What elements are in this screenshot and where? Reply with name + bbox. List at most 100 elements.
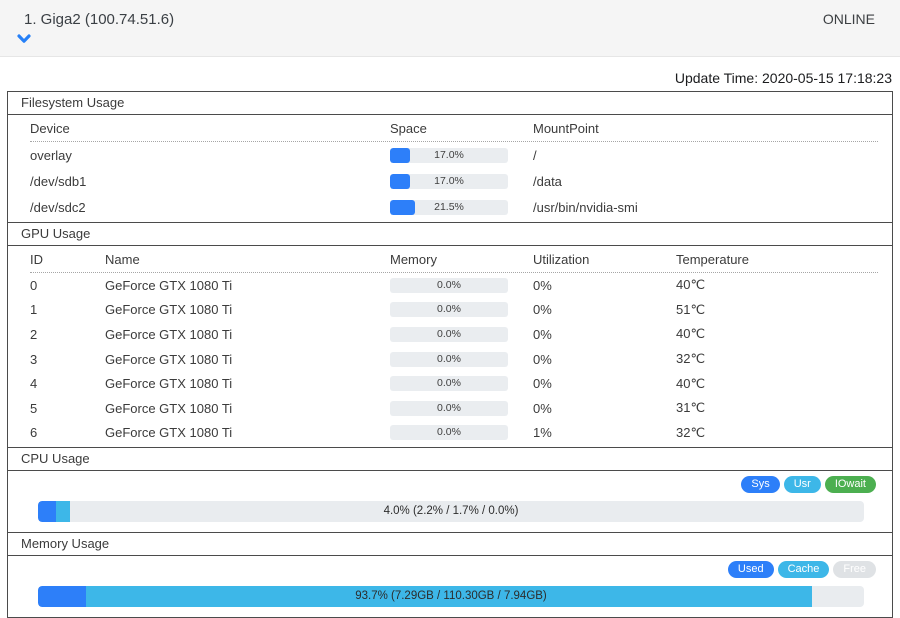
- gpu-table-header: ID Name Memory Utilization Temperature: [30, 246, 878, 273]
- device-cell: /dev/sdb1: [30, 174, 390, 189]
- gpu-table: ID Name Memory Utilization Temperature 0…: [30, 246, 878, 445]
- gpu-utilization-cell: 0%: [533, 302, 676, 317]
- memory-usage-bar: 0.0%: [390, 327, 508, 342]
- gpu-temperature-cell: 40℃: [676, 376, 878, 392]
- gpu-id-cell: 2: [30, 327, 105, 342]
- gpu-name-cell: GeForce GTX 1080 Ti: [105, 327, 390, 342]
- gpu-id-cell: 1: [30, 302, 105, 317]
- memory-section-title: Memory Usage: [8, 533, 892, 556]
- gpu-utilization-cell: 0%: [533, 352, 676, 367]
- gpu-name-cell: GeForce GTX 1080 Ti: [105, 278, 390, 293]
- gpu-name-cell: GeForce GTX 1080 Ti: [105, 302, 390, 317]
- memory-usage-label: 0.0%: [390, 327, 508, 342]
- memory-usage-label: 0.0%: [390, 425, 508, 440]
- device-cell: /dev/sdc2: [30, 200, 390, 215]
- table-row: 5 GeForce GTX 1080 Ti 0.0% 0% 31℃: [30, 396, 878, 421]
- gpu-memory-cell: 0.0%: [390, 352, 533, 367]
- space-cell: 21.5%: [390, 200, 533, 215]
- table-row: 0 GeForce GTX 1080 Ti 0.0% 0% 40℃: [30, 273, 878, 298]
- table-row: /dev/sdb1 17.0% /data: [30, 168, 878, 194]
- cpu-legend: Sys Usr IOwait: [24, 476, 876, 493]
- gpu-name-cell: GeForce GTX 1080 Ti: [105, 425, 390, 440]
- cpu-usage-label: 4.0% (2.2% / 1.7% / 0.0%): [38, 501, 864, 522]
- gpu-id-cell: 4: [30, 376, 105, 391]
- table-row: 4 GeForce GTX 1080 Ti 0.0% 0% 40℃: [30, 371, 878, 396]
- col-header-id: ID: [30, 252, 105, 267]
- col-header-temperature: Temperature: [676, 252, 878, 267]
- gpu-utilization-cell: 1%: [533, 425, 676, 440]
- monitor-panels: Filesystem Usage Device Space MountPoint…: [7, 91, 893, 618]
- space-usage-label: 17.0%: [390, 148, 508, 163]
- space-usage-bar: 21.5%: [390, 200, 508, 215]
- gpu-memory-cell: 0.0%: [390, 376, 533, 391]
- collapse-toggle[interactable]: [17, 31, 33, 43]
- legend-used: Used: [728, 561, 774, 578]
- status-badge: ONLINE: [823, 11, 875, 27]
- update-time: Update Time: 2020-05-15 17:18:23: [8, 70, 892, 86]
- gpu-id-cell: 5: [30, 401, 105, 416]
- filesystem-table: Device Space MountPoint overlay 17.0% / …: [30, 115, 878, 220]
- gpu-memory-cell: 0.0%: [390, 425, 533, 440]
- gpu-name-cell: GeForce GTX 1080 Ti: [105, 401, 390, 416]
- memory-usage-label: 0.0%: [390, 352, 508, 367]
- gpu-name-cell: GeForce GTX 1080 Ti: [105, 376, 390, 391]
- filesystem-section: Filesystem Usage Device Space MountPoint…: [7, 91, 893, 223]
- mountpoint-cell: /usr/bin/nvidia-smi: [533, 200, 878, 215]
- gpu-temperature-cell: 40℃: [676, 277, 878, 293]
- space-usage-bar: 17.0%: [390, 148, 508, 163]
- memory-legend: Used Cache Free: [24, 561, 876, 578]
- cpu-usage-bar: 4.0% (2.2% / 1.7% / 0.0%): [38, 501, 864, 522]
- gpu-temperature-cell: 40℃: [676, 326, 878, 342]
- gpu-utilization-cell: 0%: [533, 327, 676, 342]
- memory-usage-bar: 0.0%: [390, 278, 508, 293]
- col-header-device: Device: [30, 121, 390, 136]
- host-title: 1. Giga2 (100.74.51.6): [24, 11, 174, 28]
- table-row: 2 GeForce GTX 1080 Ti 0.0% 0% 40℃: [30, 322, 878, 347]
- table-row: /dev/sdc2 21.5% /usr/bin/nvidia-smi: [30, 194, 878, 220]
- memory-usage-label: 0.0%: [390, 278, 508, 293]
- col-header-utilization: Utilization: [533, 252, 676, 267]
- table-row: 3 GeForce GTX 1080 Ti 0.0% 0% 32℃: [30, 347, 878, 372]
- gpu-memory-cell: 0.0%: [390, 401, 533, 416]
- legend-usr: Usr: [784, 476, 821, 493]
- space-usage-bar: 17.0%: [390, 174, 508, 189]
- host-header: 1. Giga2 (100.74.51.6) ONLINE: [0, 0, 900, 57]
- legend-sys: Sys: [741, 476, 779, 493]
- chevron-down-icon: [17, 31, 31, 48]
- space-cell: 17.0%: [390, 148, 533, 163]
- gpu-id-cell: 0: [30, 278, 105, 293]
- memory-usage-label: 93.7% (7.29GB / 110.30GB / 7.94GB): [38, 586, 864, 607]
- memory-section: Memory Usage Used Cache Free 93.7% (7.29…: [7, 532, 893, 618]
- memory-usage-bar: 0.0%: [390, 376, 508, 391]
- legend-free: Free: [833, 561, 876, 578]
- memory-usage-label: 0.0%: [390, 302, 508, 317]
- filesystem-section-title: Filesystem Usage: [8, 92, 892, 115]
- gpu-utilization-cell: 0%: [533, 401, 676, 416]
- memory-usage-label: 0.0%: [390, 401, 508, 416]
- memory-usage-bar: 0.0%: [390, 302, 508, 317]
- memory-usage-bar: 0.0%: [390, 352, 508, 367]
- legend-cache: Cache: [778, 561, 830, 578]
- table-row: 6 GeForce GTX 1080 Ti 0.0% 1% 32℃: [30, 421, 878, 446]
- gpu-utilization-cell: 0%: [533, 376, 676, 391]
- gpu-temperature-cell: 32℃: [676, 425, 878, 441]
- memory-usage-bar: 93.7% (7.29GB / 110.30GB / 7.94GB): [38, 586, 864, 607]
- space-cell: 17.0%: [390, 174, 533, 189]
- gpu-id-cell: 6: [30, 425, 105, 440]
- space-usage-label: 17.0%: [390, 174, 508, 189]
- device-cell: overlay: [30, 148, 390, 163]
- col-header-memory: Memory: [390, 252, 533, 267]
- gpu-utilization-cell: 0%: [533, 278, 676, 293]
- gpu-id-cell: 3: [30, 352, 105, 367]
- memory-usage-label: 0.0%: [390, 376, 508, 391]
- memory-usage-bar: 0.0%: [390, 425, 508, 440]
- legend-iowait: IOwait: [825, 476, 876, 493]
- gpu-section: GPU Usage ID Name Memory Utilization Tem…: [7, 222, 893, 448]
- gpu-memory-cell: 0.0%: [390, 302, 533, 317]
- gpu-section-title: GPU Usage: [8, 223, 892, 246]
- col-header-space: Space: [390, 121, 533, 136]
- cpu-section-title: CPU Usage: [8, 448, 892, 471]
- cpu-usage-body: Sys Usr IOwait 4.0% (2.2% / 1.7% / 0.0%): [8, 471, 892, 532]
- table-row: 1 GeForce GTX 1080 Ti 0.0% 0% 51℃: [30, 298, 878, 323]
- cpu-section: CPU Usage Sys Usr IOwait 4.0% (2.2% / 1.…: [7, 447, 893, 533]
